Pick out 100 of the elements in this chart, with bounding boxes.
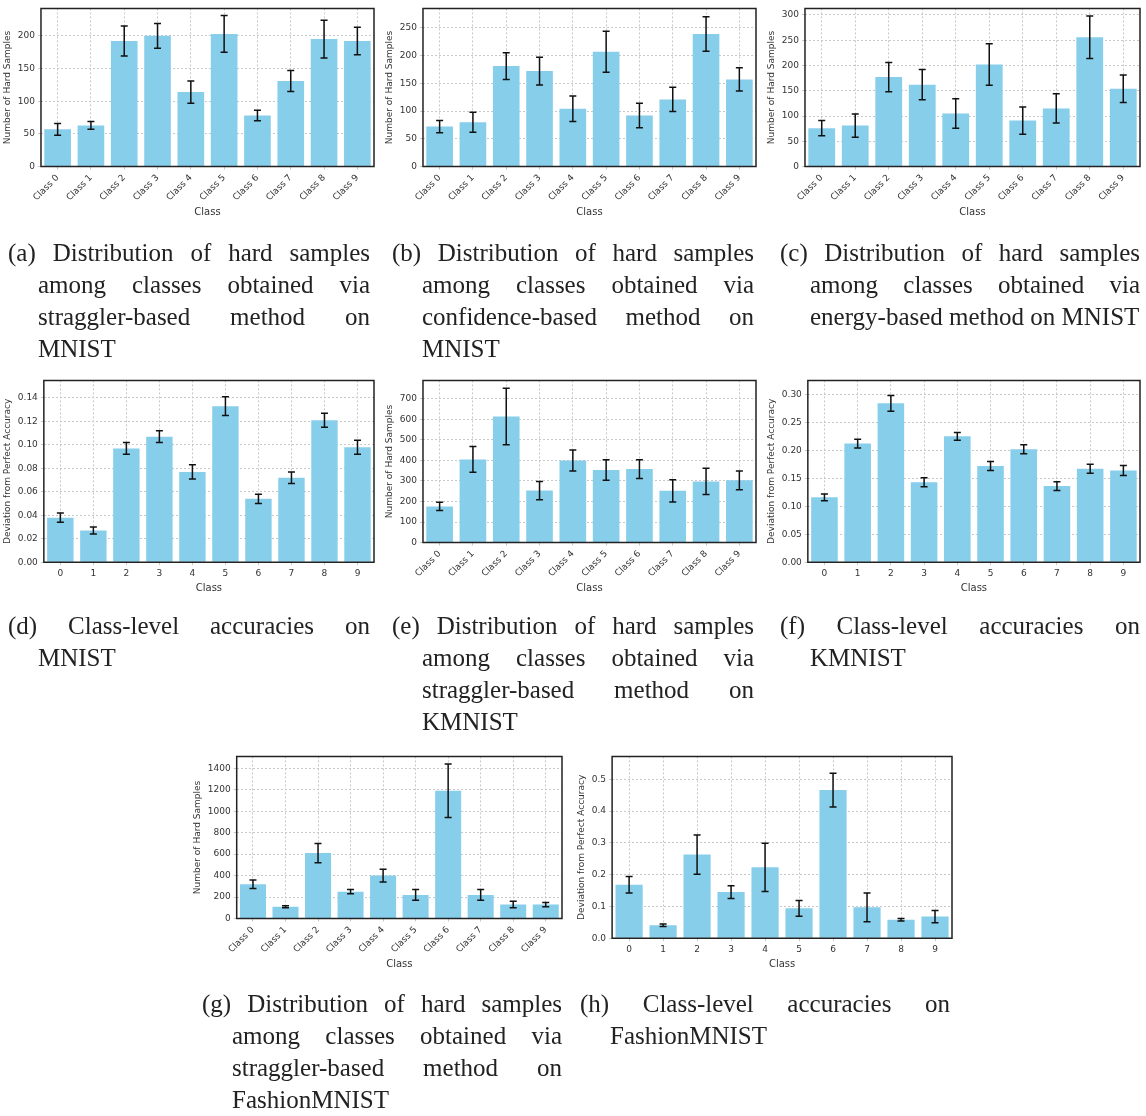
bar — [559, 460, 587, 543]
bar — [683, 854, 711, 938]
bar — [526, 71, 553, 167]
y-tick-label: 0.02 — [17, 533, 38, 544]
y-tick-label: 50 — [405, 133, 418, 144]
y-tick-label: 0.1 — [591, 900, 607, 911]
y-axis-title: Number of Hard Samples — [383, 30, 394, 145]
y-tick-label: 0.00 — [781, 556, 803, 567]
bar — [459, 459, 487, 543]
x-tick-label: 0 — [57, 567, 64, 578]
bar — [210, 33, 238, 167]
bar — [808, 128, 836, 167]
y-tick-label: 700 — [399, 393, 418, 404]
bar — [459, 122, 487, 167]
y-tick-label: 1200 — [207, 784, 231, 795]
x-tick-label: 2 — [694, 943, 700, 954]
y-tick-label: 100 — [399, 516, 418, 527]
y-tick-label: 0.04 — [17, 509, 39, 520]
text: (e) Distribution of hard samples among classes obtained via straggler-based method on KMNIST — [392, 611, 754, 737]
x-axis-title: Class — [194, 205, 221, 217]
y-axis-title: Number of Hard Samples — [383, 404, 394, 519]
bar — [559, 108, 587, 167]
y-tick-label: 150 — [781, 85, 800, 96]
bar — [77, 125, 105, 167]
x-tick-label: 6 — [255, 567, 262, 578]
bar — [844, 443, 871, 562]
x-tick-label: 5 — [987, 567, 994, 578]
bar — [1076, 468, 1104, 562]
bar — [113, 448, 140, 562]
bar — [1110, 470, 1137, 562]
y-tick-label: 0.4 — [591, 805, 607, 816]
x-tick-label: 3 — [921, 567, 927, 578]
bar — [1043, 486, 1071, 562]
y-tick-label: 1400 — [207, 762, 231, 773]
y-tick-label: 200 — [399, 49, 418, 60]
y-axis-title: Number of Hard Samples — [765, 30, 776, 145]
bar — [717, 892, 745, 938]
y-tick-label: 150 — [17, 62, 36, 73]
x-tick-label: 4 — [189, 567, 196, 578]
y-tick-label: 0.14 — [17, 392, 39, 403]
y-tick-label: 0 — [29, 160, 36, 171]
x-axis-title: Class — [576, 581, 603, 593]
y-tick-label: 0 — [793, 160, 800, 171]
bar — [532, 904, 559, 919]
bar — [649, 925, 677, 938]
x-axis-title: Class — [576, 205, 603, 217]
bar — [944, 436, 971, 562]
y-tick-label: 0.05 — [781, 528, 802, 539]
x-axis-title: Class — [386, 957, 413, 969]
bar — [726, 480, 753, 543]
bar — [278, 477, 305, 562]
y-tick-label: 250 — [399, 22, 418, 33]
bar — [492, 66, 520, 167]
bar — [212, 406, 239, 562]
bar — [910, 482, 938, 562]
bar — [908, 84, 936, 167]
x-tick-label: 5 — [796, 943, 802, 954]
bar — [435, 790, 462, 919]
y-tick-label: 400 — [213, 869, 231, 880]
y-tick-label: 150 — [399, 77, 418, 88]
bar — [1109, 88, 1137, 167]
x-tick-label: 1 — [854, 567, 861, 578]
bar — [726, 79, 753, 167]
y-tick-label: 50 — [787, 135, 800, 146]
y-tick-label: 0.00 — [17, 556, 39, 567]
bar — [1076, 37, 1104, 167]
bar — [47, 517, 74, 562]
y-tick-label: 100 — [17, 95, 36, 106]
x-tick-label: 3 — [728, 943, 734, 954]
x-tick-label: 8 — [898, 943, 905, 954]
x-tick-label: 2 — [888, 567, 894, 578]
y-tick-label: 300 — [781, 9, 800, 20]
y-tick-label: 0 — [224, 912, 231, 923]
bar — [819, 790, 847, 938]
bar — [877, 403, 905, 562]
y-axis-title: Deviation from Perfect Accuracy — [1, 398, 12, 544]
y-tick-label: 0.3 — [591, 837, 607, 848]
bar — [592, 51, 620, 167]
text: (a) Distribution of hard samples among classes obtained via straggler-based method on MNIST — [8, 238, 370, 364]
y-tick-label: 0.10 — [781, 500, 803, 511]
bar — [44, 129, 71, 167]
x-tick-label: 6 — [1020, 567, 1027, 578]
bar — [277, 80, 305, 167]
text: (c) Distribution of hard samples among classes obtained via energy-based method on MNIST — [780, 238, 1140, 332]
bar — [853, 907, 881, 938]
bar — [402, 894, 429, 919]
bar — [146, 436, 173, 562]
x-tick-label: 7 — [864, 943, 870, 954]
bar — [692, 33, 720, 167]
x-tick-label: 9 — [1120, 567, 1127, 578]
y-tick-label: 600 — [213, 848, 231, 859]
bar — [110, 41, 138, 167]
text: (h) Class-level accuracies on FashionMNIST — [580, 989, 950, 1051]
x-axis-title: Class — [960, 581, 988, 593]
y-tick-label: 50 — [23, 128, 36, 139]
x-axis-title: Class — [195, 581, 223, 593]
text: (d) Class-level accuracies on MNIST — [8, 611, 370, 673]
bar — [144, 35, 171, 167]
x-tick-label: 8 — [321, 567, 328, 578]
bar — [887, 919, 915, 938]
